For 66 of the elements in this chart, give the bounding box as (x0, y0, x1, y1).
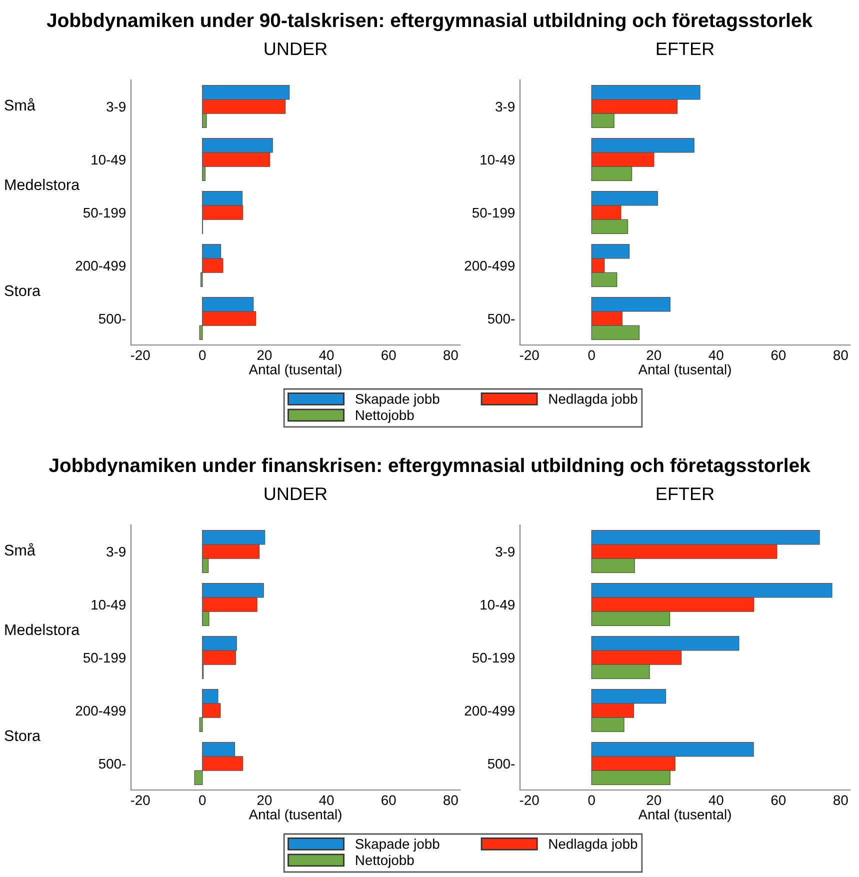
y-tick-label: 200-499 (464, 260, 514, 271)
y-tick-label: 500- (488, 314, 515, 324)
y-tick-label: 50-199 (472, 208, 514, 218)
y-tick-label: 200-499 (76, 706, 126, 716)
x-tick-label: 0 (199, 350, 206, 360)
x-tick-label: 60 (382, 350, 396, 360)
text: Medelstora (5, 624, 80, 636)
x-tick-label: 80 (444, 350, 458, 360)
y-tick-label: 200-499 (76, 260, 126, 271)
y-tick-label: 500- (98, 758, 126, 769)
x-axis-title: Antal (tusental) (638, 809, 731, 822)
y-tick-label: 50-199 (83, 208, 126, 218)
x-tick-label: 60 (771, 350, 786, 360)
y-tick-label: 3-9 (496, 546, 514, 557)
x-tick-label: 20 (646, 350, 662, 360)
x-axis-title: Antal (tusental) (638, 364, 731, 378)
text: Medelstora (5, 178, 80, 190)
y-tick-label: 50-199 (83, 652, 126, 663)
x-tick-label: 20 (257, 350, 272, 360)
y-tick-label: 3-9 (106, 102, 126, 112)
y-tick-label: 10-49 (480, 154, 514, 165)
chart-subtitle: EFTER (656, 488, 714, 500)
legend-label: Skapade jobb (356, 838, 440, 852)
legend-label: Nettojobb (356, 410, 414, 423)
x-tick-label: 80 (834, 795, 848, 806)
x-tick-label: -20 (130, 795, 150, 806)
text: Små (4, 543, 36, 556)
legend-label: Nedlagda jobb (549, 394, 638, 407)
x-tick-label: 20 (646, 795, 662, 806)
legend-label: Nettojobb (356, 854, 414, 868)
y-tick-label: 3-9 (496, 102, 514, 112)
chart-subtitle: UNDER (264, 42, 327, 56)
x-axis-title: Antal (tusental) (248, 364, 342, 378)
x-tick-label: 60 (771, 795, 786, 806)
text: Små (4, 98, 36, 111)
y-tick-label: 10-49 (92, 600, 126, 610)
text: Stora (4, 285, 41, 296)
x-tick-label: 40 (708, 795, 724, 806)
x-tick-label: 20 (257, 795, 272, 806)
x-axis-title: Antal (tusental) (248, 809, 342, 822)
y-tick-label: 500- (488, 758, 515, 769)
y-tick-label: 3-9 (106, 546, 126, 557)
x-tick-label: -20 (130, 350, 150, 360)
chart-subtitle: UNDER (264, 488, 327, 500)
legend-label: Skapade jobb (356, 394, 440, 407)
y-tick-label: 200-499 (464, 706, 514, 716)
x-tick-label: 0 (588, 795, 595, 806)
y-tick-label: 10-49 (92, 154, 126, 165)
x-tick-label: 80 (834, 350, 848, 360)
x-tick-label: 0 (199, 795, 206, 806)
legend-label: Nedlagda jobb (549, 838, 638, 852)
text: Stora (4, 730, 41, 742)
y-tick-label: 500- (98, 314, 126, 324)
x-tick-label: 40 (319, 350, 334, 360)
y-tick-label: 10-49 (480, 600, 514, 610)
x-tick-label: 60 (382, 795, 396, 806)
y-tick-label: 50-199 (472, 652, 514, 663)
x-tick-label: -20 (520, 795, 539, 806)
x-tick-label: 80 (444, 795, 458, 806)
x-tick-label: -20 (520, 350, 539, 360)
x-tick-label: 40 (319, 795, 334, 806)
chart-title: Jobbdynamiken under 90-talskrisen: eftergymnasial utbildning och företagsstorlek (46, 12, 813, 32)
chart-subtitle: EFTER (656, 42, 714, 55)
x-tick-label: 40 (708, 350, 724, 360)
chart-title: Jobbdynamiken under finanskrisen: eftergymnasial utbildning och företagsstorlek (48, 458, 810, 476)
x-tick-label: 0 (588, 350, 595, 360)
